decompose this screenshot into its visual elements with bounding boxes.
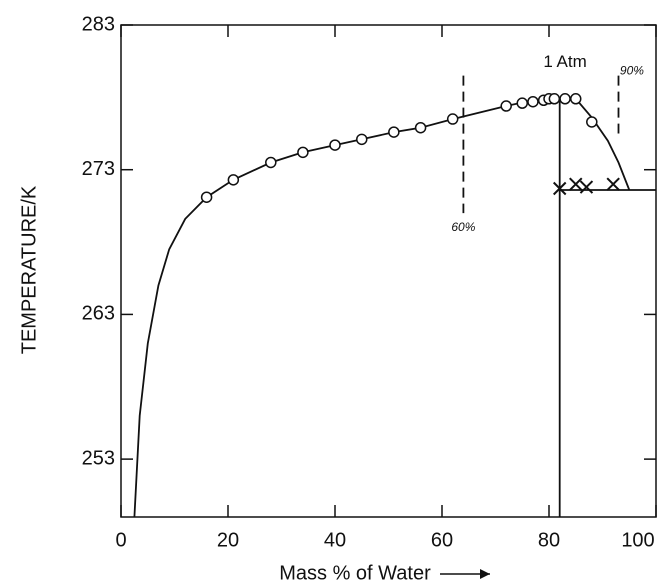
plot-frame xyxy=(120,24,657,518)
y-tick-label: 273 xyxy=(82,158,115,180)
x-tick-label: 60 xyxy=(431,529,453,551)
data-point xyxy=(356,133,368,146)
x-tick-label: 40 xyxy=(324,529,346,551)
y-tick-label: 253 xyxy=(82,447,115,469)
data-point xyxy=(548,93,561,105)
data-point xyxy=(329,139,341,151)
data-point xyxy=(570,93,582,105)
data-point xyxy=(200,191,213,203)
annotation: 60% xyxy=(451,220,475,234)
data-point xyxy=(297,146,309,159)
data-point xyxy=(579,180,594,194)
data-point xyxy=(586,116,598,128)
data-point xyxy=(527,95,539,108)
data-point xyxy=(227,174,240,186)
x-tick-label: 20 xyxy=(217,529,239,551)
data-point xyxy=(265,156,277,169)
data-point xyxy=(388,126,400,138)
x-label-arrow xyxy=(440,569,490,579)
data-point xyxy=(500,100,512,112)
x-tick-label: 100 xyxy=(621,529,654,551)
y-axis-label: TEMPERATURE/K xyxy=(18,185,40,354)
series-line xyxy=(133,97,631,518)
data-point xyxy=(559,93,571,105)
annotation: 90% xyxy=(620,63,644,77)
x-tick-label: 0 xyxy=(115,529,126,551)
x-axis-label: Mass % of Water xyxy=(279,562,431,584)
data-point xyxy=(606,177,620,191)
y-tick-label: 263 xyxy=(82,303,115,325)
data-point xyxy=(414,121,427,134)
data-point xyxy=(446,113,459,125)
data-point xyxy=(569,177,583,191)
y-tick-label: 283 xyxy=(82,13,115,35)
annotation: 1 Atm xyxy=(543,52,586,71)
x-tick-label: 80 xyxy=(538,529,560,551)
data-point xyxy=(516,97,528,109)
